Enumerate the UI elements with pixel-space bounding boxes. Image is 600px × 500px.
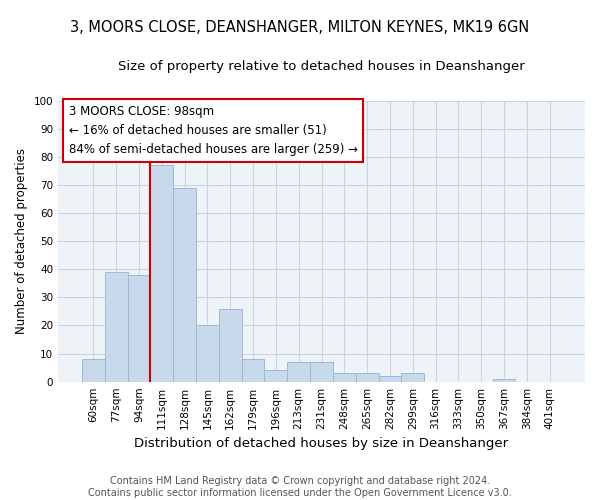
Bar — [310, 362, 333, 382]
Bar — [287, 362, 310, 382]
Text: 3 MOORS CLOSE: 98sqm
← 16% of detached houses are smaller (51)
84% of semi-detac: 3 MOORS CLOSE: 98sqm ← 16% of detached h… — [68, 105, 358, 156]
Title: Size of property relative to detached houses in Deanshanger: Size of property relative to detached ho… — [118, 60, 525, 73]
Bar — [265, 370, 287, 382]
X-axis label: Distribution of detached houses by size in Deanshanger: Distribution of detached houses by size … — [134, 437, 509, 450]
Bar — [333, 373, 356, 382]
Bar — [493, 379, 515, 382]
Bar — [151, 165, 173, 382]
Bar — [379, 376, 401, 382]
Text: Contains HM Land Registry data © Crown copyright and database right 2024.
Contai: Contains HM Land Registry data © Crown c… — [88, 476, 512, 498]
Y-axis label: Number of detached properties: Number of detached properties — [15, 148, 28, 334]
Bar — [196, 326, 219, 382]
Bar — [105, 272, 128, 382]
Text: 3, MOORS CLOSE, DEANSHANGER, MILTON KEYNES, MK19 6GN: 3, MOORS CLOSE, DEANSHANGER, MILTON KEYN… — [70, 20, 530, 35]
Bar — [219, 308, 242, 382]
Bar — [401, 373, 424, 382]
Bar — [242, 359, 265, 382]
Bar — [173, 188, 196, 382]
Bar — [128, 275, 151, 382]
Bar — [82, 359, 105, 382]
Bar — [356, 373, 379, 382]
